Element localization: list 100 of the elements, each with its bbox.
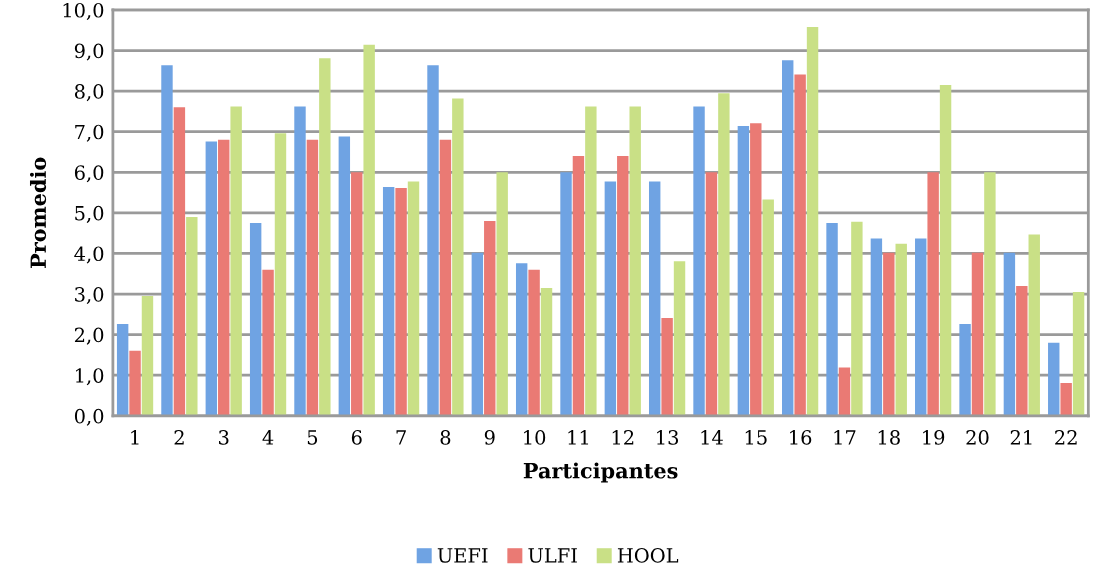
bar <box>173 107 186 416</box>
bar <box>515 263 528 416</box>
bar <box>351 172 363 416</box>
bar <box>806 26 819 416</box>
bar <box>452 98 464 416</box>
bar <box>141 296 154 416</box>
x-tick-label: 14 <box>701 430 723 445</box>
bar <box>705 172 718 416</box>
bar <box>306 139 319 416</box>
bar <box>915 238 927 416</box>
x-tick-label: 6 <box>351 430 362 445</box>
bar <box>971 252 984 416</box>
x-tick-label: 17 <box>834 430 856 445</box>
bar <box>939 85 952 416</box>
bar <box>673 261 686 416</box>
bar <box>782 60 794 416</box>
bar <box>693 106 705 416</box>
y-tick-label: 10,0 <box>63 2 104 20</box>
x-tick-label: 18 <box>878 430 900 445</box>
bar <box>338 136 351 416</box>
bar <box>230 106 242 416</box>
x-tick-label: 3 <box>219 430 229 445</box>
bar <box>439 139 452 416</box>
x-tick-label: 19 <box>923 430 945 445</box>
y-tick-label: 4,0 <box>74 246 104 264</box>
legend-label: ULFI <box>528 548 577 563</box>
bar <box>294 106 306 416</box>
bar <box>572 156 585 416</box>
bar <box>540 287 553 416</box>
bar <box>274 133 287 416</box>
bar <box>604 181 617 416</box>
x-tick-label: 10 <box>524 430 546 445</box>
x-tick-label: 20 <box>966 430 989 445</box>
x-tick-label: 22 <box>1055 430 1077 445</box>
bar <box>161 65 173 416</box>
y-tick-label: 9,0 <box>74 43 104 61</box>
x-tick-label: 9 <box>484 430 495 445</box>
x-axis-title: Participantes <box>523 462 678 483</box>
bar <box>427 65 439 416</box>
bar <box>186 216 198 416</box>
bar <box>1048 342 1060 416</box>
x-tick-label: 8 <box>440 430 451 445</box>
bar <box>737 126 750 416</box>
x-tick-label: 16 <box>790 430 812 445</box>
bar <box>718 93 730 416</box>
bar <box>484 220 496 416</box>
bar <box>129 350 141 416</box>
bar <box>205 141 218 416</box>
bar <box>585 106 597 416</box>
bar <box>826 223 838 416</box>
bar <box>1003 252 1016 416</box>
y-tick-label: 2,0 <box>74 327 104 345</box>
x-tick-label: 15 <box>745 430 767 445</box>
bar <box>750 123 762 416</box>
bar <box>629 106 641 416</box>
x-tick-label: 21 <box>1010 430 1032 445</box>
bar <box>218 139 230 416</box>
x-tick-label: 1 <box>131 430 139 445</box>
bar <box>262 269 274 416</box>
bar <box>471 252 484 416</box>
bar <box>395 188 407 416</box>
bar <box>319 58 331 416</box>
x-tick-label: 12 <box>612 430 634 445</box>
x-tick-label: 11 <box>568 430 589 445</box>
bar <box>762 199 774 416</box>
bar <box>1028 234 1040 416</box>
bar <box>838 367 851 416</box>
bar <box>560 172 572 416</box>
bar <box>617 156 629 416</box>
bar <box>1016 285 1028 416</box>
bar <box>870 238 883 416</box>
bar <box>116 324 129 416</box>
bar <box>249 223 262 416</box>
y-tick-label: 1,0 <box>76 368 104 386</box>
bar <box>1072 292 1085 416</box>
bar <box>528 269 540 416</box>
y-tick-label: 5,0 <box>75 205 104 223</box>
bar <box>851 221 863 416</box>
bar <box>927 172 939 416</box>
bar <box>794 74 806 416</box>
legend-label: UEFI <box>437 548 488 563</box>
bar <box>363 44 375 416</box>
y-axis-title: Promedio <box>29 157 47 268</box>
bar <box>959 324 971 416</box>
x-tick-label: 5 <box>307 430 318 445</box>
bar <box>883 252 895 416</box>
bar <box>496 172 508 416</box>
bar <box>1060 382 1072 416</box>
y-tick-label: 6,0 <box>74 165 104 183</box>
bar <box>984 172 996 416</box>
bar <box>407 181 420 416</box>
x-tick-label: 7 <box>396 430 406 445</box>
x-tick-label: 13 <box>657 430 679 445</box>
bar <box>895 243 907 416</box>
x-tick-label: 2 <box>174 430 184 445</box>
x-tick-label: 4 <box>262 430 274 445</box>
bar <box>648 181 661 416</box>
bar <box>382 186 395 416</box>
legend-label: HOOL <box>617 548 679 563</box>
bar <box>661 317 673 416</box>
